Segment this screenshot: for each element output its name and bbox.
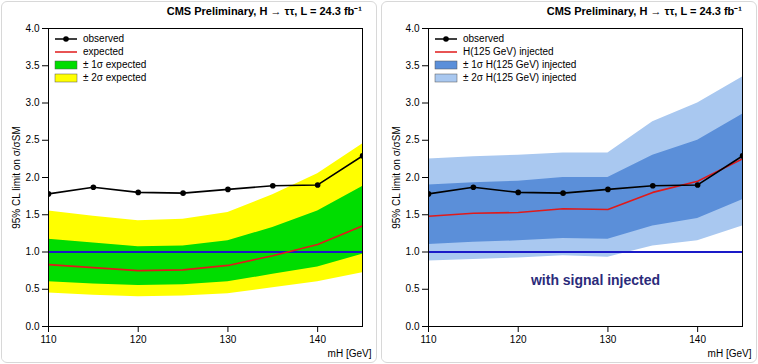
svg-text:2.5: 2.5 xyxy=(406,134,420,145)
svg-text:95% CL limit on σ/σSM: 95% CL limit on σ/σSM xyxy=(11,126,22,229)
svg-text:130: 130 xyxy=(600,334,617,345)
svg-text:140: 140 xyxy=(689,334,706,345)
svg-text:2.0: 2.0 xyxy=(26,172,40,183)
svg-text:1.5: 1.5 xyxy=(26,209,40,220)
svg-text:4.0: 4.0 xyxy=(26,23,40,34)
svg-text:0.0: 0.0 xyxy=(406,321,420,332)
svg-text:0.5: 0.5 xyxy=(406,283,420,294)
svg-text:3.5: 3.5 xyxy=(406,60,420,71)
svg-text:2.5: 2.5 xyxy=(26,134,40,145)
html-text:CMS Preliminary, H → ττ, L = 2: CMS Preliminary, H → ττ, L = 24.3 fb⁻¹ xyxy=(546,5,742,17)
svg-text:with signal injected: with signal injected xyxy=(530,272,660,288)
svg-text:3.0: 3.0 xyxy=(406,97,420,108)
svg-text:120: 120 xyxy=(510,334,527,345)
html-text:observed: observed xyxy=(83,33,125,44)
svg-text:130: 130 xyxy=(220,334,237,345)
svg-text:0.0: 0.0 xyxy=(26,321,40,332)
svg-text:110: 110 xyxy=(421,334,437,345)
svg-text:1.0: 1.0 xyxy=(406,246,420,257)
html-text:CMS Preliminary, H → ττ, L = 2: CMS Preliminary, H → ττ, L = 24.3 fb⁻¹ xyxy=(166,5,362,17)
svg-text:mH [GeV]: mH [GeV] xyxy=(328,348,372,359)
svg-text:3.5: 3.5 xyxy=(26,60,40,71)
svg-text:2.0: 2.0 xyxy=(406,172,420,183)
html-text:H(125 GeV) injected: H(125 GeV) injected xyxy=(463,46,554,57)
svg-text:1.0: 1.0 xyxy=(26,246,40,257)
html-text:± 2σ expected: ± 2σ expected xyxy=(83,72,147,83)
html-text:± 1σ expected: ± 1σ expected xyxy=(83,59,147,70)
svg-text:3.0: 3.0 xyxy=(26,97,40,108)
html-text:observed: observed xyxy=(463,33,505,44)
svg-text:120: 120 xyxy=(130,334,147,345)
svg-text:110: 110 xyxy=(41,334,57,345)
html-text:expected: expected xyxy=(83,46,124,57)
svg-text:mH [GeV]: mH [GeV] xyxy=(708,348,752,359)
svg-text:95% CL limit on σ/σSM: 95% CL limit on σ/σSM xyxy=(391,126,402,229)
svg-text:0.5: 0.5 xyxy=(26,283,40,294)
svg-text:140: 140 xyxy=(309,334,326,345)
svg-text:4.0: 4.0 xyxy=(406,23,420,34)
svg-text:1.5: 1.5 xyxy=(406,209,420,220)
html-text:± 2σ H(125 GeV) injected: ± 2σ H(125 GeV) injected xyxy=(463,72,577,83)
html-text:± 1σ H(125 GeV) injected: ± 1σ H(125 GeV) injected xyxy=(463,59,577,70)
